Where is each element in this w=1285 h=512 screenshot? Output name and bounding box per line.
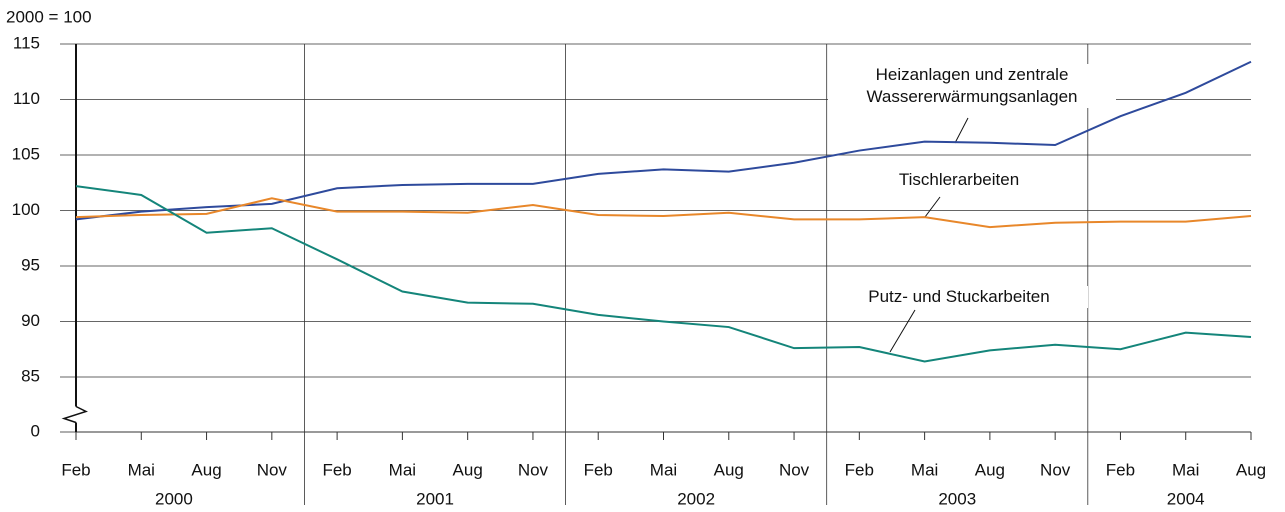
- x-tick-label: Nov: [1040, 460, 1071, 479]
- y-tick-label: 0: [31, 421, 40, 440]
- x-tick-label: Nov: [779, 460, 810, 479]
- x-tick-label: Nov: [257, 460, 288, 479]
- series-label: Putz- und Stuckarbeiten: [830, 286, 1088, 308]
- year-label: 2003: [938, 489, 976, 508]
- x-tick-label: Mai: [1172, 460, 1199, 479]
- series-line: [75, 185, 1252, 363]
- x-tick-label: Mai: [128, 460, 155, 479]
- y-tick-label: 105: [12, 144, 40, 163]
- series-label: Heizanlagen und zentrale Wassererwärmung…: [828, 64, 1116, 108]
- series-line: [75, 197, 1252, 229]
- x-tick-label: Aug: [453, 460, 483, 479]
- leader-line: [954, 117, 969, 144]
- x-tick-label: Feb: [584, 460, 613, 479]
- x-tick-label: Feb: [61, 460, 90, 479]
- x-tick-label: Feb: [845, 460, 874, 479]
- series-line: [75, 60, 1252, 221]
- x-tick-label: Aug: [975, 460, 1005, 479]
- y-tick-label: 115: [13, 33, 40, 52]
- year-label: 2001: [416, 489, 454, 508]
- x-tick-label: Feb: [322, 460, 351, 479]
- year-label: 2000: [155, 489, 193, 508]
- x-tick-label: Mai: [389, 460, 416, 479]
- year-label: 2002: [677, 489, 715, 508]
- y-tick-label: 90: [21, 311, 40, 330]
- y-tick-label: 100: [12, 200, 40, 219]
- year-label: 2004: [1167, 489, 1205, 508]
- y-tick-label: 95: [21, 255, 40, 274]
- leader-line: [889, 309, 916, 353]
- leader-line: [924, 196, 941, 218]
- x-tick-label: Feb: [1106, 460, 1135, 479]
- y-tick-label: 85: [21, 366, 40, 385]
- x-tick-label: Mai: [911, 460, 938, 479]
- x-tick-label: Nov: [518, 460, 549, 479]
- x-tick-label: Aug: [714, 460, 744, 479]
- x-tick-label: Aug: [1236, 460, 1266, 479]
- y-unit-label: 2000 = 100: [6, 7, 92, 26]
- x-tick-label: Mai: [650, 460, 677, 479]
- y-tick-label: 110: [13, 89, 40, 108]
- axis-break: [61, 405, 88, 424]
- series-label: Tischlerarbeiten: [860, 169, 1058, 191]
- x-tick-label: Aug: [191, 460, 221, 479]
